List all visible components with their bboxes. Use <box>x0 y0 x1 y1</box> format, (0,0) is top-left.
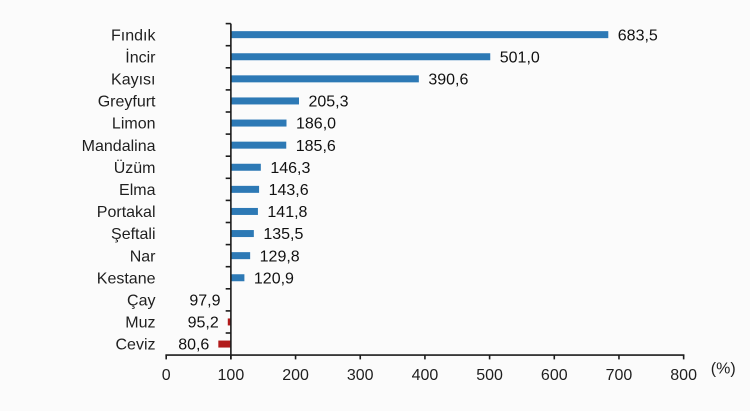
svg-text:97,9: 97,9 <box>189 292 220 309</box>
svg-text:143,6: 143,6 <box>269 182 309 199</box>
svg-text:Elma: Elma <box>119 182 156 199</box>
svg-text:Greyfurt: Greyfurt <box>98 94 156 111</box>
svg-text:Portakal: Portakal <box>97 204 156 221</box>
svg-text:501,0: 501,0 <box>500 49 540 66</box>
svg-text:185,6: 185,6 <box>296 138 336 155</box>
svg-text:Şeftali: Şeftali <box>111 226 155 243</box>
svg-text:Limon: Limon <box>112 116 156 133</box>
svg-text:146,3: 146,3 <box>270 160 310 177</box>
svg-text:0: 0 <box>162 367 171 384</box>
svg-text:(%): (%) <box>711 361 736 378</box>
svg-text:135,5: 135,5 <box>263 226 303 243</box>
svg-text:Fındık: Fındık <box>111 27 156 44</box>
svg-text:Kestane: Kestane <box>97 270 156 287</box>
svg-text:390,6: 390,6 <box>428 71 468 88</box>
svg-text:100: 100 <box>218 367 245 384</box>
svg-text:186,0: 186,0 <box>296 116 336 133</box>
svg-text:500: 500 <box>476 367 503 384</box>
svg-text:200: 200 <box>282 367 309 384</box>
svg-text:İncir: İncir <box>125 47 156 66</box>
svg-text:95,2: 95,2 <box>188 315 219 332</box>
svg-text:683,5: 683,5 <box>618 27 658 44</box>
svg-text:141,8: 141,8 <box>267 204 307 221</box>
svg-text:700: 700 <box>606 367 633 384</box>
svg-text:120,9: 120,9 <box>254 270 294 287</box>
svg-text:129,8: 129,8 <box>260 248 300 265</box>
svg-text:205,3: 205,3 <box>308 94 348 111</box>
svg-text:Nar: Nar <box>130 248 156 265</box>
svg-text:Mandalina: Mandalina <box>82 138 156 155</box>
svg-text:Ceviz: Ceviz <box>115 337 155 354</box>
svg-text:Muz: Muz <box>125 315 155 332</box>
svg-text:Üzüm: Üzüm <box>114 159 156 177</box>
svg-text:80,6: 80,6 <box>178 337 209 354</box>
svg-text:Kayısı: Kayısı <box>111 71 155 88</box>
svg-text:600: 600 <box>541 367 568 384</box>
svg-text:300: 300 <box>347 367 374 384</box>
svg-text:Çay: Çay <box>127 292 155 309</box>
svg-text:800: 800 <box>670 367 697 384</box>
svg-text:400: 400 <box>412 367 439 384</box>
